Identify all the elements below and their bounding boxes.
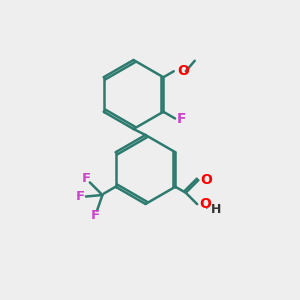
Text: O: O [177,64,189,78]
Text: F: F [177,112,187,125]
Text: O: O [199,197,211,211]
Text: H: H [211,203,221,216]
Text: O: O [200,173,212,187]
Text: F: F [81,172,91,185]
Text: F: F [76,190,85,203]
Text: ·: · [205,205,208,214]
Text: F: F [91,209,100,222]
